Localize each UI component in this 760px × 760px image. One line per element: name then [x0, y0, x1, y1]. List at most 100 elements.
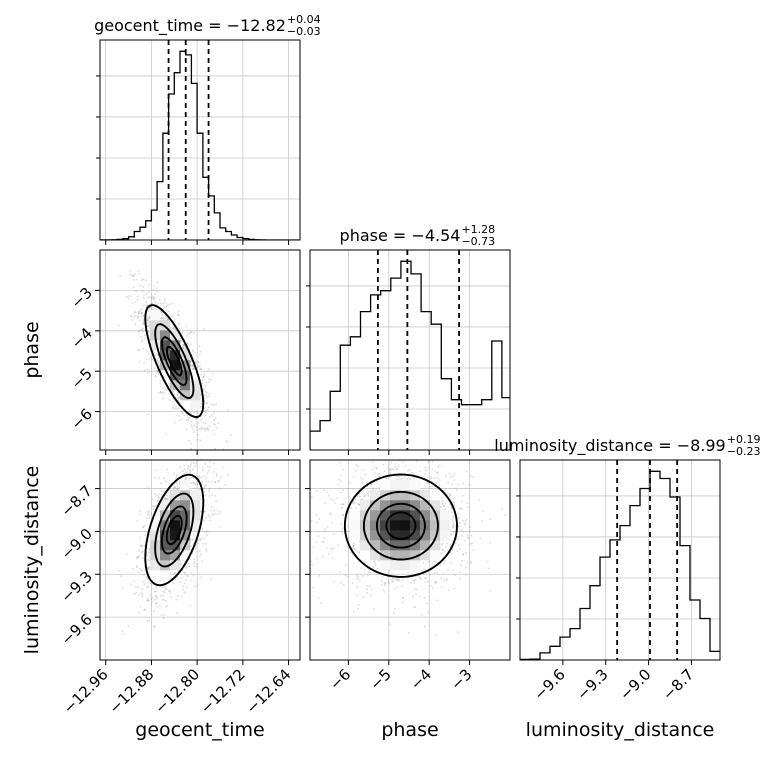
sample-point — [199, 368, 202, 370]
sample-point — [364, 494, 367, 496]
y-axis-label-phase: phase — [21, 321, 43, 378]
sample-point — [155, 595, 157, 597]
sample-point — [147, 352, 150, 355]
contour-level-1 — [362, 490, 439, 561]
sample-point — [173, 326, 175, 329]
density-cell — [360, 550, 371, 561]
sample-point — [153, 367, 156, 369]
title-luminosity-distance: luminosity_distance = −8.99 +0.19−0.23 — [494, 433, 760, 458]
sample-point — [161, 495, 163, 497]
sample-point — [170, 596, 173, 598]
sample-point — [373, 466, 376, 469]
sample-point — [147, 413, 149, 415]
sample-point — [153, 297, 156, 299]
sample-point — [357, 607, 359, 610]
sample-point — [375, 467, 378, 470]
sample-point — [147, 304, 150, 307]
sample-point — [183, 592, 185, 594]
sample-point — [185, 419, 187, 421]
sample-point — [165, 497, 168, 500]
sample-point — [194, 417, 197, 420]
sample-point — [132, 286, 135, 288]
sample-point — [318, 574, 321, 577]
sample-point — [197, 542, 200, 544]
sample-point — [154, 303, 157, 305]
sample-point — [182, 585, 184, 587]
sample-point — [362, 469, 364, 471]
density-cell — [380, 550, 391, 561]
sample-point — [358, 579, 361, 581]
x-tick-label-geocent-time: −12.72 — [197, 665, 249, 717]
sample-point — [403, 477, 405, 479]
sample-point — [178, 327, 181, 329]
sample-point — [204, 414, 206, 417]
sample-point — [360, 476, 362, 479]
sample-point — [166, 468, 169, 471]
sample-point — [447, 589, 450, 591]
sample-point — [415, 460, 418, 462]
density-cell — [170, 350, 181, 361]
sample-point — [378, 488, 381, 491]
sample-point — [146, 547, 148, 550]
sample-point — [462, 553, 465, 555]
density-cell — [410, 540, 421, 551]
sample-point — [195, 426, 198, 428]
sample-point — [210, 480, 213, 483]
sample-point — [411, 471, 413, 474]
sample-point — [397, 465, 399, 468]
sample-point — [196, 460, 199, 462]
sample-point — [157, 392, 160, 394]
title-eq: = — [388, 226, 412, 245]
sample-point — [390, 579, 393, 581]
sample-point — [336, 497, 338, 499]
density-cell — [160, 500, 171, 511]
sample-point — [163, 477, 165, 480]
sample-point — [343, 584, 345, 586]
sample-point — [205, 411, 207, 414]
sample-point — [194, 351, 197, 354]
sample-point — [172, 390, 174, 392]
sample-point — [142, 327, 144, 330]
sample-point — [211, 514, 214, 517]
sample-point — [371, 433, 373, 435]
sample-point — [441, 503, 444, 506]
sample-point — [164, 498, 166, 500]
density-cell — [190, 400, 201, 411]
sample-point — [393, 439, 395, 441]
sample-point — [187, 332, 189, 334]
sample-point — [451, 483, 453, 486]
density-cell — [410, 550, 421, 561]
sample-point — [455, 538, 457, 541]
sample-point — [146, 325, 148, 328]
sample-point — [193, 561, 196, 563]
sample-point — [146, 293, 148, 295]
contour-level-0 — [343, 473, 458, 578]
sample-point — [139, 544, 141, 547]
sample-point — [434, 485, 436, 488]
sample-point — [424, 577, 426, 579]
sample-point — [447, 569, 449, 571]
sample-point — [139, 536, 141, 539]
sample-point — [179, 341, 182, 343]
density-cell — [390, 520, 401, 531]
sample-point — [369, 571, 372, 574]
sample-point — [208, 395, 210, 398]
sample-point — [357, 503, 359, 505]
sample-point — [188, 411, 191, 413]
sample-point — [357, 495, 359, 497]
sample-point — [452, 526, 454, 529]
sample-point — [441, 497, 444, 500]
sample-point — [152, 295, 154, 298]
sample-point — [147, 558, 150, 561]
sample-point — [381, 580, 383, 582]
sample-point — [215, 403, 217, 406]
sample-point — [340, 506, 343, 509]
sample-point — [187, 464, 190, 467]
sample-point — [330, 497, 332, 500]
sample-point — [162, 380, 165, 382]
sample-point — [462, 554, 464, 556]
sample-point — [177, 570, 180, 573]
sample-point — [184, 346, 187, 348]
sample-point — [347, 546, 349, 549]
contour-level-3 — [165, 514, 183, 546]
